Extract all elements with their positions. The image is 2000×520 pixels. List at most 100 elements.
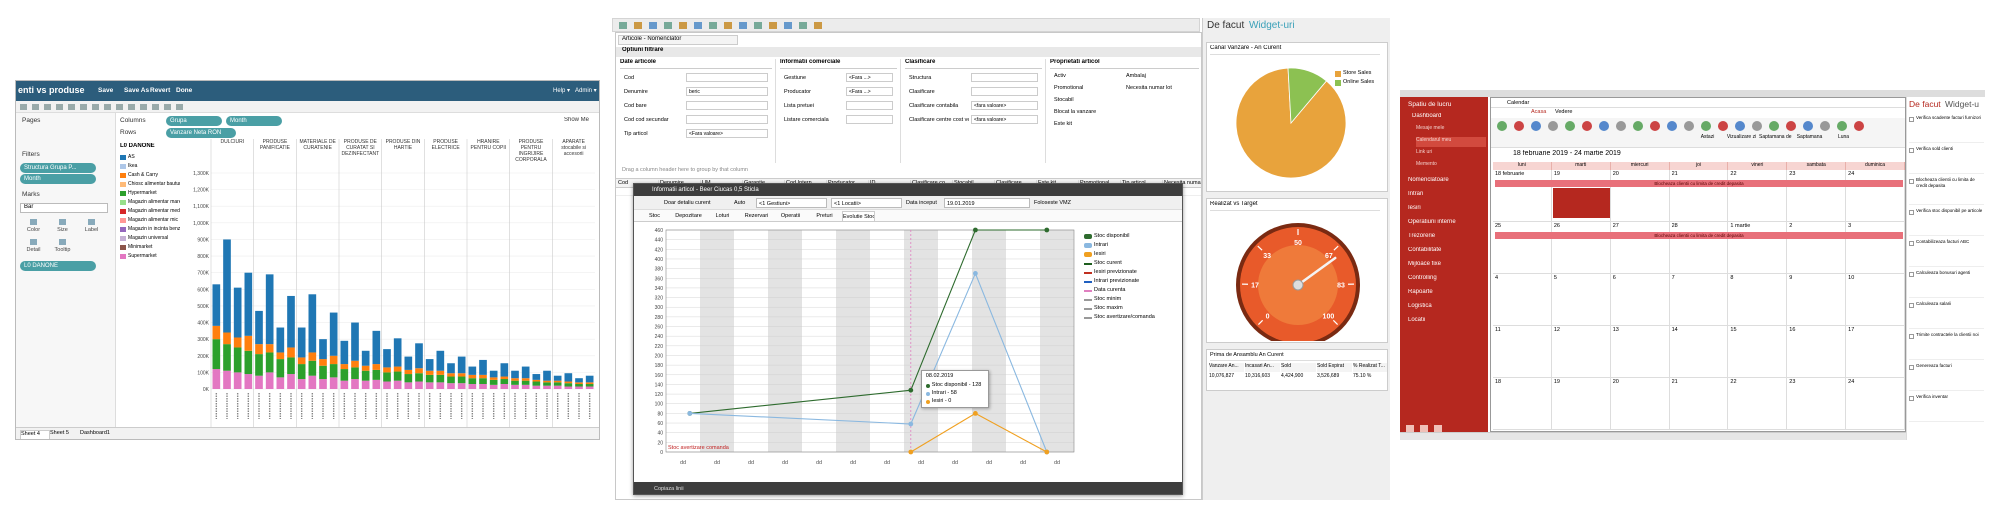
checkbox[interactable]: Este kit (1054, 121, 1073, 127)
toolbar-field[interactable]: Doar detaliu curent (664, 200, 711, 206)
task-checkbox[interactable] (1909, 365, 1914, 370)
toolbar-field[interactable]: Data inceput (906, 200, 937, 206)
toolbar-icon[interactable] (634, 22, 642, 29)
ribbon-label[interactable]: Saptamana (1796, 134, 1823, 140)
menu-item[interactable]: Help ▾ (553, 88, 571, 94)
toolbar-icon[interactable] (44, 104, 51, 110)
ribbon-icon[interactable] (1616, 121, 1626, 131)
tab[interactable]: Stoc (648, 213, 660, 219)
mark-button[interactable]: Size (49, 217, 76, 235)
toolbar-field[interactable]: 19.01.2019 (944, 198, 1030, 208)
toolbar-icon[interactable] (80, 104, 87, 110)
copy-lines[interactable]: Copiaza linii (654, 486, 684, 492)
toolbar-field[interactable]: Foloseste VMZ (1034, 200, 1071, 206)
toolbar-icon[interactable] (68, 104, 75, 110)
toolbar-icon[interactable] (724, 22, 732, 29)
sidebar-icon[interactable] (1406, 425, 1414, 433)
menu-subitem[interactable]: Memento (1416, 161, 1437, 167)
menu-module[interactable]: Mijloace fixe (1408, 261, 1442, 267)
ribbon-tab[interactable]: Acasa (1531, 109, 1547, 115)
menu-module[interactable]: Rapoarte (1408, 289, 1433, 295)
window-close[interactable] (1170, 185, 1180, 195)
toolbar-icon[interactable] (709, 22, 717, 29)
toolbar-field[interactable]: <1 Gestiuni> (756, 198, 827, 208)
toolbar-icon[interactable] (140, 104, 147, 110)
field-input[interactable] (846, 115, 893, 124)
tab[interactable]: Depozitare (675, 213, 702, 219)
sidebar-icon[interactable] (1434, 425, 1442, 433)
menu-dashboard[interactable]: Dashboard (1412, 113, 1442, 119)
toolbar-icon[interactable] (164, 104, 171, 110)
field-input[interactable]: <Fara valoare> (686, 129, 768, 138)
tab[interactable]: Operatii (780, 213, 801, 219)
ribbon-icon[interactable] (1752, 121, 1762, 131)
menu-module[interactable]: Locatii (1408, 317, 1426, 323)
toolbar-icon[interactable] (32, 104, 39, 110)
menu-module[interactable]: Controlling (1408, 275, 1437, 281)
mark-button[interactable]: Detail (20, 237, 47, 255)
ribbon-icon[interactable] (1769, 121, 1779, 131)
menu-module[interactable]: Trezorerie (1408, 233, 1436, 239)
toolbar-icon[interactable] (694, 22, 702, 29)
show-me[interactable]: Show Me (564, 117, 590, 123)
ribbon-label[interactable]: Saptamana de lucru (1759, 134, 1792, 140)
menu-item[interactable]: Save (98, 87, 114, 94)
filter-pill[interactable]: Structura Grupa P... (20, 163, 96, 173)
ribbon-label[interactable]: Vizualizare zi (1726, 134, 1757, 140)
ribbon-icon[interactable] (1650, 121, 1660, 131)
ribbon-icon[interactable] (1667, 121, 1677, 131)
ribbon-icon[interactable] (1531, 121, 1541, 131)
ribbon-icon[interactable] (1548, 121, 1558, 131)
filter-pill[interactable]: Month (20, 174, 96, 184)
task-checkbox[interactable] (1909, 179, 1914, 184)
widgets-header[interactable]: Widget-u (1945, 99, 1980, 109)
toolbar-icon[interactable] (92, 104, 99, 110)
field-input[interactable] (846, 101, 893, 110)
sheet-tab[interactable]: Sheet 5 (50, 430, 69, 436)
event-bar[interactable]: Blocheaza clientii cu limita de credit d… (1495, 232, 1903, 239)
toolbar-icon[interactable] (664, 22, 672, 29)
toolbar-icon[interactable] (104, 104, 111, 110)
ribbon-icon[interactable] (1684, 121, 1694, 131)
todo-header[interactable]: De facut (1207, 20, 1245, 31)
menu-subitem[interactable]: Mesaje mele (1416, 125, 1445, 131)
toolbar-icon[interactable] (754, 22, 762, 29)
tab[interactable]: Preturi (816, 213, 833, 219)
task-checkbox[interactable] (1909, 148, 1914, 153)
column-pill[interactable]: Grupa (166, 116, 222, 126)
widgets-header[interactable]: Widget-uri (1249, 20, 1295, 31)
ribbon-icon[interactable] (1837, 121, 1847, 131)
ribbon-icon[interactable] (1514, 121, 1524, 131)
ribbon-label[interactable]: Astazi (1700, 134, 1715, 140)
checkbox[interactable]: Necesita numar lot (1126, 85, 1172, 91)
ribbon-icon[interactable] (1599, 121, 1609, 131)
toolbar-icon[interactable] (128, 104, 135, 110)
ribbon-icon[interactable] (1565, 121, 1575, 131)
menu-item[interactable]: Save As (124, 87, 150, 94)
toolbar-icon[interactable] (799, 22, 807, 29)
field-input[interactable] (686, 73, 768, 82)
checkbox[interactable]: Blocat la vanzare (1054, 109, 1097, 115)
toolbar-icon[interactable] (769, 22, 777, 29)
ribbon-icon[interactable] (1701, 121, 1711, 131)
field-input[interactable]: <Fara ...> (846, 87, 893, 96)
task-checkbox[interactable] (1909, 396, 1914, 401)
menu-item[interactable]: Admin ▾ (575, 88, 597, 94)
toolbar-icon[interactable] (116, 104, 123, 110)
menu-module[interactable]: Iesiri (1408, 205, 1421, 211)
task-checkbox[interactable] (1909, 117, 1914, 122)
toolbar-icon[interactable] (56, 104, 63, 110)
field-input[interactable] (971, 87, 1038, 96)
sheet-tab[interactable]: Dashboard1 (80, 430, 110, 436)
task-checkbox[interactable] (1909, 210, 1914, 215)
marks-pill[interactable]: L0 DANONE (20, 261, 96, 271)
task-checkbox[interactable] (1909, 303, 1914, 308)
toolbar-field[interactable]: <1 Locatii> (831, 198, 902, 208)
task-checkbox[interactable] (1909, 334, 1914, 339)
toolbar-icon[interactable] (679, 22, 687, 29)
checkbox[interactable]: Ambalaj (1126, 73, 1146, 79)
task-checkbox[interactable] (1909, 272, 1914, 277)
menu-subitem[interactable]: Calendarul meu (1416, 137, 1486, 147)
menu-module[interactable]: Contabilitate (1408, 247, 1442, 253)
field-input[interactable] (971, 73, 1038, 82)
